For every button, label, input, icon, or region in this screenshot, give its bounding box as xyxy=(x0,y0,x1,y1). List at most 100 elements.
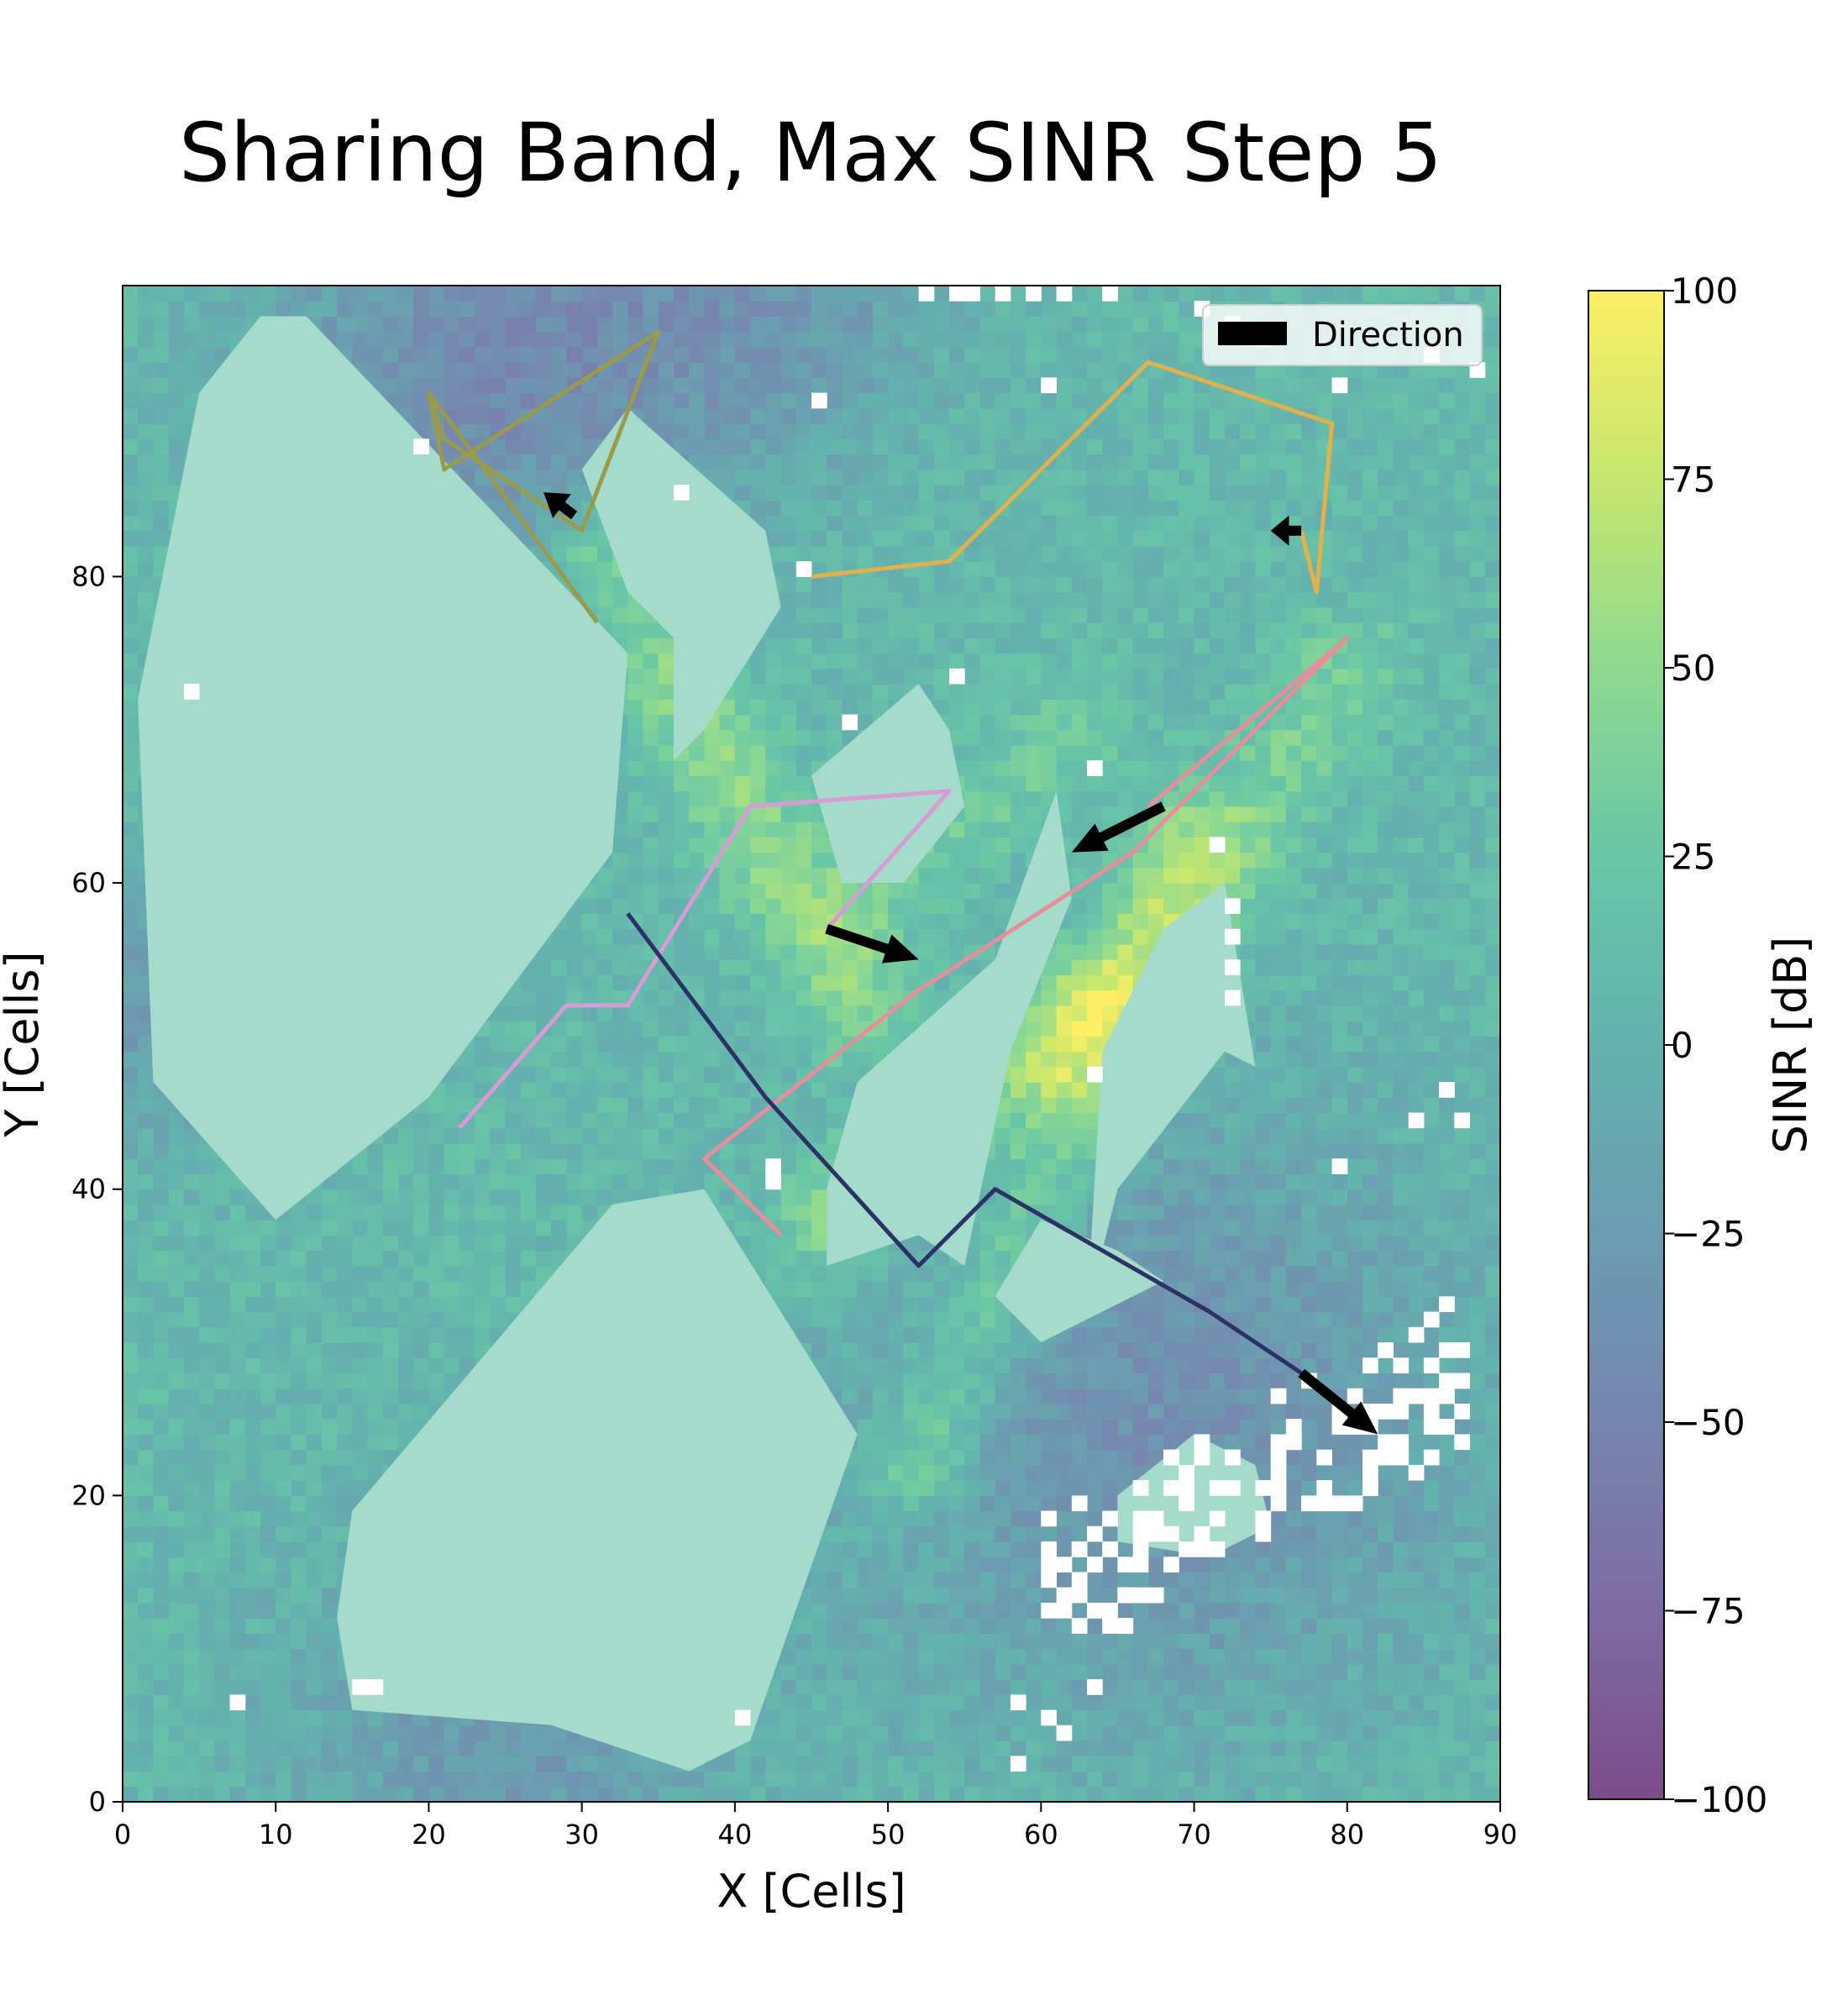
heatmap-cell xyxy=(138,1220,155,1236)
heatmap-cell xyxy=(199,1541,215,1557)
heatmap-cell xyxy=(536,1220,552,1236)
heatmap-cell xyxy=(811,822,827,837)
heatmap-cell xyxy=(153,331,170,348)
heatmap-cell xyxy=(536,286,552,302)
heatmap-cell xyxy=(811,943,827,960)
heatmap-cell xyxy=(674,928,690,945)
heatmap-cell xyxy=(138,1663,155,1680)
heatmap-cell xyxy=(291,1618,307,1635)
heatmap-cell xyxy=(811,1618,827,1635)
heatmap-cell xyxy=(276,1572,292,1588)
heatmap-cell xyxy=(199,1143,215,1159)
heatmap-cell xyxy=(199,1663,215,1680)
heatmap-cell xyxy=(566,362,583,378)
heatmap-cell xyxy=(291,1204,307,1221)
heatmap-cell xyxy=(153,1663,170,1680)
heatmap-cell xyxy=(168,1510,185,1527)
heatmap-cell xyxy=(734,867,751,884)
heatmap-cell xyxy=(229,1220,246,1236)
heatmap-cell xyxy=(306,1541,323,1557)
heatmap-cell xyxy=(138,1510,155,1527)
heatmap-cell xyxy=(872,500,889,517)
heatmap-cell xyxy=(520,1235,537,1252)
heatmap-cell xyxy=(857,1587,874,1604)
heatmap-cell xyxy=(199,1694,215,1711)
heatmap-cell xyxy=(352,1281,369,1297)
heatmap-cell xyxy=(627,316,644,333)
heatmap-cell xyxy=(291,1388,307,1404)
heatmap-cell xyxy=(811,1265,827,1282)
heatmap-cell xyxy=(291,1648,307,1665)
heatmap-cell xyxy=(505,1005,522,1021)
heatmap-cell xyxy=(643,837,659,853)
heatmap-cell xyxy=(596,1082,613,1098)
heatmap-cell xyxy=(827,898,843,915)
heatmap-cell xyxy=(276,1786,292,1802)
heatmap-cell xyxy=(306,1296,323,1313)
heatmap-cell xyxy=(229,1296,246,1313)
heatmap-cell xyxy=(214,1694,231,1711)
heatmap-cell xyxy=(428,316,445,333)
heatmap-cell xyxy=(153,1403,170,1420)
heatmap-cell xyxy=(214,1587,231,1604)
heatmap-cell xyxy=(168,1633,185,1650)
heatmap-cell xyxy=(551,316,568,333)
heatmap-cell xyxy=(658,974,675,991)
heatmap-cell xyxy=(321,1357,338,1374)
heatmap-cell xyxy=(153,1235,170,1252)
heatmap-cell xyxy=(138,1756,155,1772)
heatmap-cell xyxy=(765,346,782,363)
heatmap-cell xyxy=(520,346,537,363)
heatmap-cell xyxy=(199,1158,215,1175)
heatmap-cell xyxy=(276,1235,292,1252)
heatmap-cell xyxy=(857,1679,874,1695)
heatmap-cell xyxy=(168,1618,185,1635)
heatmap-cell xyxy=(153,1602,170,1619)
heatmap-cell xyxy=(291,1587,307,1604)
heatmap-cell xyxy=(229,1235,246,1252)
heatmap-cell xyxy=(811,1189,827,1205)
heatmap-cell xyxy=(183,286,200,302)
heatmap-cell xyxy=(490,1112,507,1129)
heatmap-cell xyxy=(842,316,858,333)
heatmap-cell xyxy=(244,1388,261,1404)
heatmap-cell xyxy=(612,606,628,623)
heatmap-cell xyxy=(444,1220,460,1236)
heatmap-cell xyxy=(475,1725,491,1741)
heatmap-cell xyxy=(581,1051,598,1068)
heatmap-cell xyxy=(811,301,827,318)
heatmap-cell xyxy=(276,1648,292,1665)
heatmap-cell xyxy=(827,1021,843,1037)
heatmap-cell xyxy=(459,331,475,348)
heatmap-cell xyxy=(123,790,139,807)
heatmap-cell xyxy=(123,1143,139,1159)
heatmap-cell xyxy=(199,286,215,302)
heatmap-cell xyxy=(750,1173,766,1190)
heatmap-cell xyxy=(795,1725,812,1741)
heatmap-cell xyxy=(505,362,522,378)
heatmap-cell xyxy=(490,1173,507,1190)
heatmap-cell xyxy=(490,331,507,348)
heatmap-cell xyxy=(643,990,659,1006)
heatmap-cell xyxy=(566,1786,583,1802)
heatmap-cell xyxy=(689,286,706,302)
heatmap-cell xyxy=(857,1265,874,1282)
heatmap-cell xyxy=(795,515,812,532)
heatmap-cell xyxy=(658,1082,675,1098)
heatmap-cell xyxy=(138,1694,155,1711)
heatmap-cell xyxy=(352,346,369,363)
heatmap-cell xyxy=(674,1036,690,1053)
heatmap-cell xyxy=(168,1127,185,1144)
heatmap-cell xyxy=(596,1756,613,1772)
heatmap-cell xyxy=(888,1740,904,1756)
heatmap-cell xyxy=(689,1143,706,1159)
heatmap-cell xyxy=(398,301,414,318)
heatmap-cell xyxy=(459,1250,475,1267)
heatmap-cell xyxy=(658,1158,675,1175)
heatmap-cell xyxy=(153,1143,170,1159)
heatmap-cell xyxy=(168,407,185,424)
heatmap-cell xyxy=(398,1725,414,1741)
heatmap-cell xyxy=(260,1618,276,1635)
heatmap-cell xyxy=(306,1495,323,1512)
